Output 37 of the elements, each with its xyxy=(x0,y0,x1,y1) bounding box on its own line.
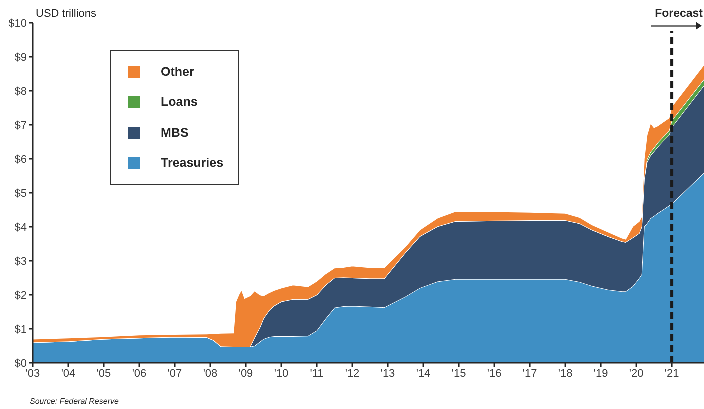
source-note: Source: Federal Reserve xyxy=(30,397,119,406)
x-tick-label: '09 xyxy=(238,368,254,380)
x-tick-label: '15 xyxy=(452,368,466,380)
x-tick-label: '14 xyxy=(416,368,431,380)
x-tick-label: '04 xyxy=(61,368,76,380)
ref-line-label: Forecast xyxy=(655,8,704,20)
x-tick-label: '11 xyxy=(310,368,324,380)
y-tick-label: $9 xyxy=(14,52,27,64)
legend-label: Treasuries xyxy=(161,156,224,170)
y-tick-label: $2 xyxy=(14,290,27,302)
x-tick-label: '16 xyxy=(487,368,502,380)
x-tick-label: '10 xyxy=(274,368,289,380)
x-tick-label: '05 xyxy=(96,368,112,380)
legend-label: Loans xyxy=(161,95,198,110)
x-tick-label: '20 xyxy=(629,368,644,380)
x-tick-label: '03 xyxy=(26,368,40,380)
y-tick-label: $5 xyxy=(14,188,27,200)
legend-label: MBS xyxy=(161,126,189,140)
y-tick-label: $8 xyxy=(14,86,27,98)
x-tick-label: '12 xyxy=(345,368,360,380)
y-tick-label: $10 xyxy=(8,18,27,30)
y-tick-label: $7 xyxy=(14,120,27,132)
legend-label: Other xyxy=(161,64,194,79)
y-axis-title: USD trillions xyxy=(36,8,97,20)
x-tick-label: '17 xyxy=(522,368,538,380)
y-tick-label: $3 xyxy=(14,256,27,268)
x-tick-label: '06 xyxy=(132,368,147,380)
y-tick-label: $1 xyxy=(14,324,27,336)
x-tick-label: '18 xyxy=(558,368,573,380)
x-tick-label: '07 xyxy=(168,368,182,380)
x-tick-label: '08 xyxy=(203,368,218,380)
y-tick-label: $6 xyxy=(14,154,27,166)
x-tick-label: '13 xyxy=(380,368,396,380)
x-tick-label: '19 xyxy=(594,368,608,380)
y-tick-label: $0 xyxy=(14,358,27,370)
x-tick-label: '21 xyxy=(664,368,680,380)
y-tick-label: $4 xyxy=(14,222,27,234)
